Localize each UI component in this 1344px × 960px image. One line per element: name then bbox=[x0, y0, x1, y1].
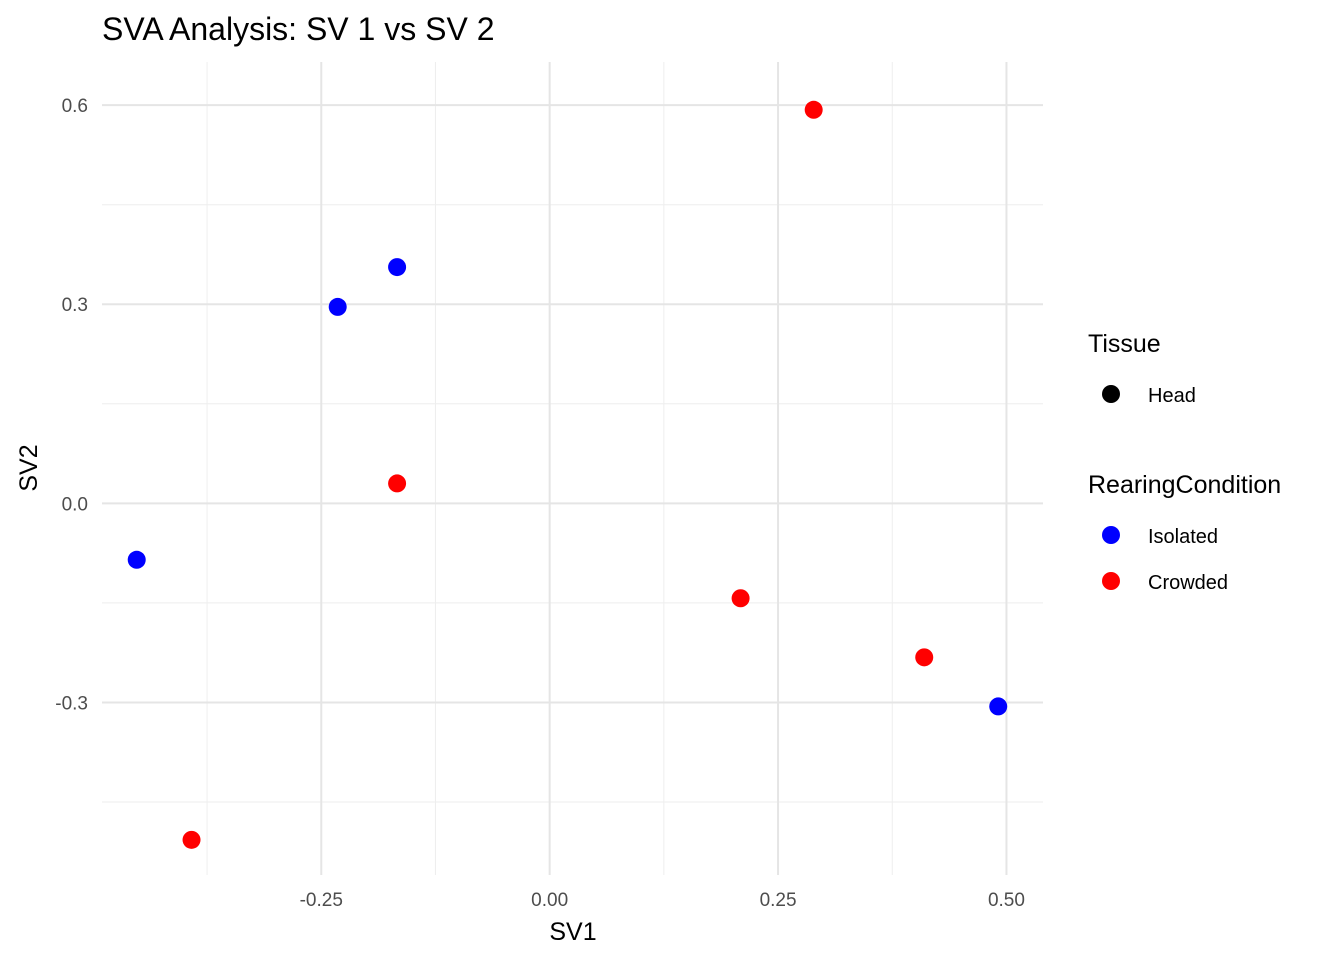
data-point bbox=[989, 697, 1008, 716]
x-tick-label: 0.00 bbox=[531, 890, 568, 911]
data-points bbox=[127, 100, 1008, 849]
legend-key bbox=[1102, 572, 1120, 590]
data-point bbox=[388, 258, 407, 277]
legend-label: Isolated bbox=[1148, 526, 1218, 548]
data-point bbox=[731, 589, 750, 608]
y-tick-labels: -0.3 0.0 0.3 0.6 bbox=[55, 96, 88, 714]
data-point bbox=[182, 830, 201, 849]
legend-key bbox=[1102, 385, 1120, 403]
legend-label: Head bbox=[1148, 385, 1196, 407]
x-tick-label: 0.50 bbox=[988, 890, 1025, 911]
data-point bbox=[388, 474, 407, 493]
data-point bbox=[328, 297, 347, 316]
legend-key bbox=[1102, 526, 1120, 544]
y-axis-title: SV2 bbox=[15, 444, 43, 491]
legend: Tissue Head RearingCondition Isolated Crowde… bbox=[1088, 330, 1281, 594]
y-tick-label: 0.3 bbox=[62, 295, 88, 316]
y-tick-label: 0.6 bbox=[62, 96, 88, 117]
x-axis-title: SV1 bbox=[549, 918, 596, 946]
legend-title: Tissue bbox=[1088, 330, 1161, 358]
y-tick-label: 0.0 bbox=[62, 494, 88, 515]
legend-title: RearingCondition bbox=[1088, 471, 1281, 499]
x-tick-label: 0.25 bbox=[760, 890, 797, 911]
data-point bbox=[127, 550, 146, 569]
data-point bbox=[804, 100, 823, 119]
legend-label: Crowded bbox=[1148, 572, 1228, 594]
chart-title: SVA Analysis: SV 1 vs SV 2 bbox=[102, 11, 494, 47]
x-tick-label: -0.25 bbox=[300, 890, 343, 911]
grid-lines bbox=[102, 62, 1043, 875]
x-tick-labels: -0.25 0.00 0.25 0.50 bbox=[300, 890, 1025, 911]
data-point bbox=[915, 648, 934, 667]
y-tick-label: -0.3 bbox=[55, 693, 88, 714]
